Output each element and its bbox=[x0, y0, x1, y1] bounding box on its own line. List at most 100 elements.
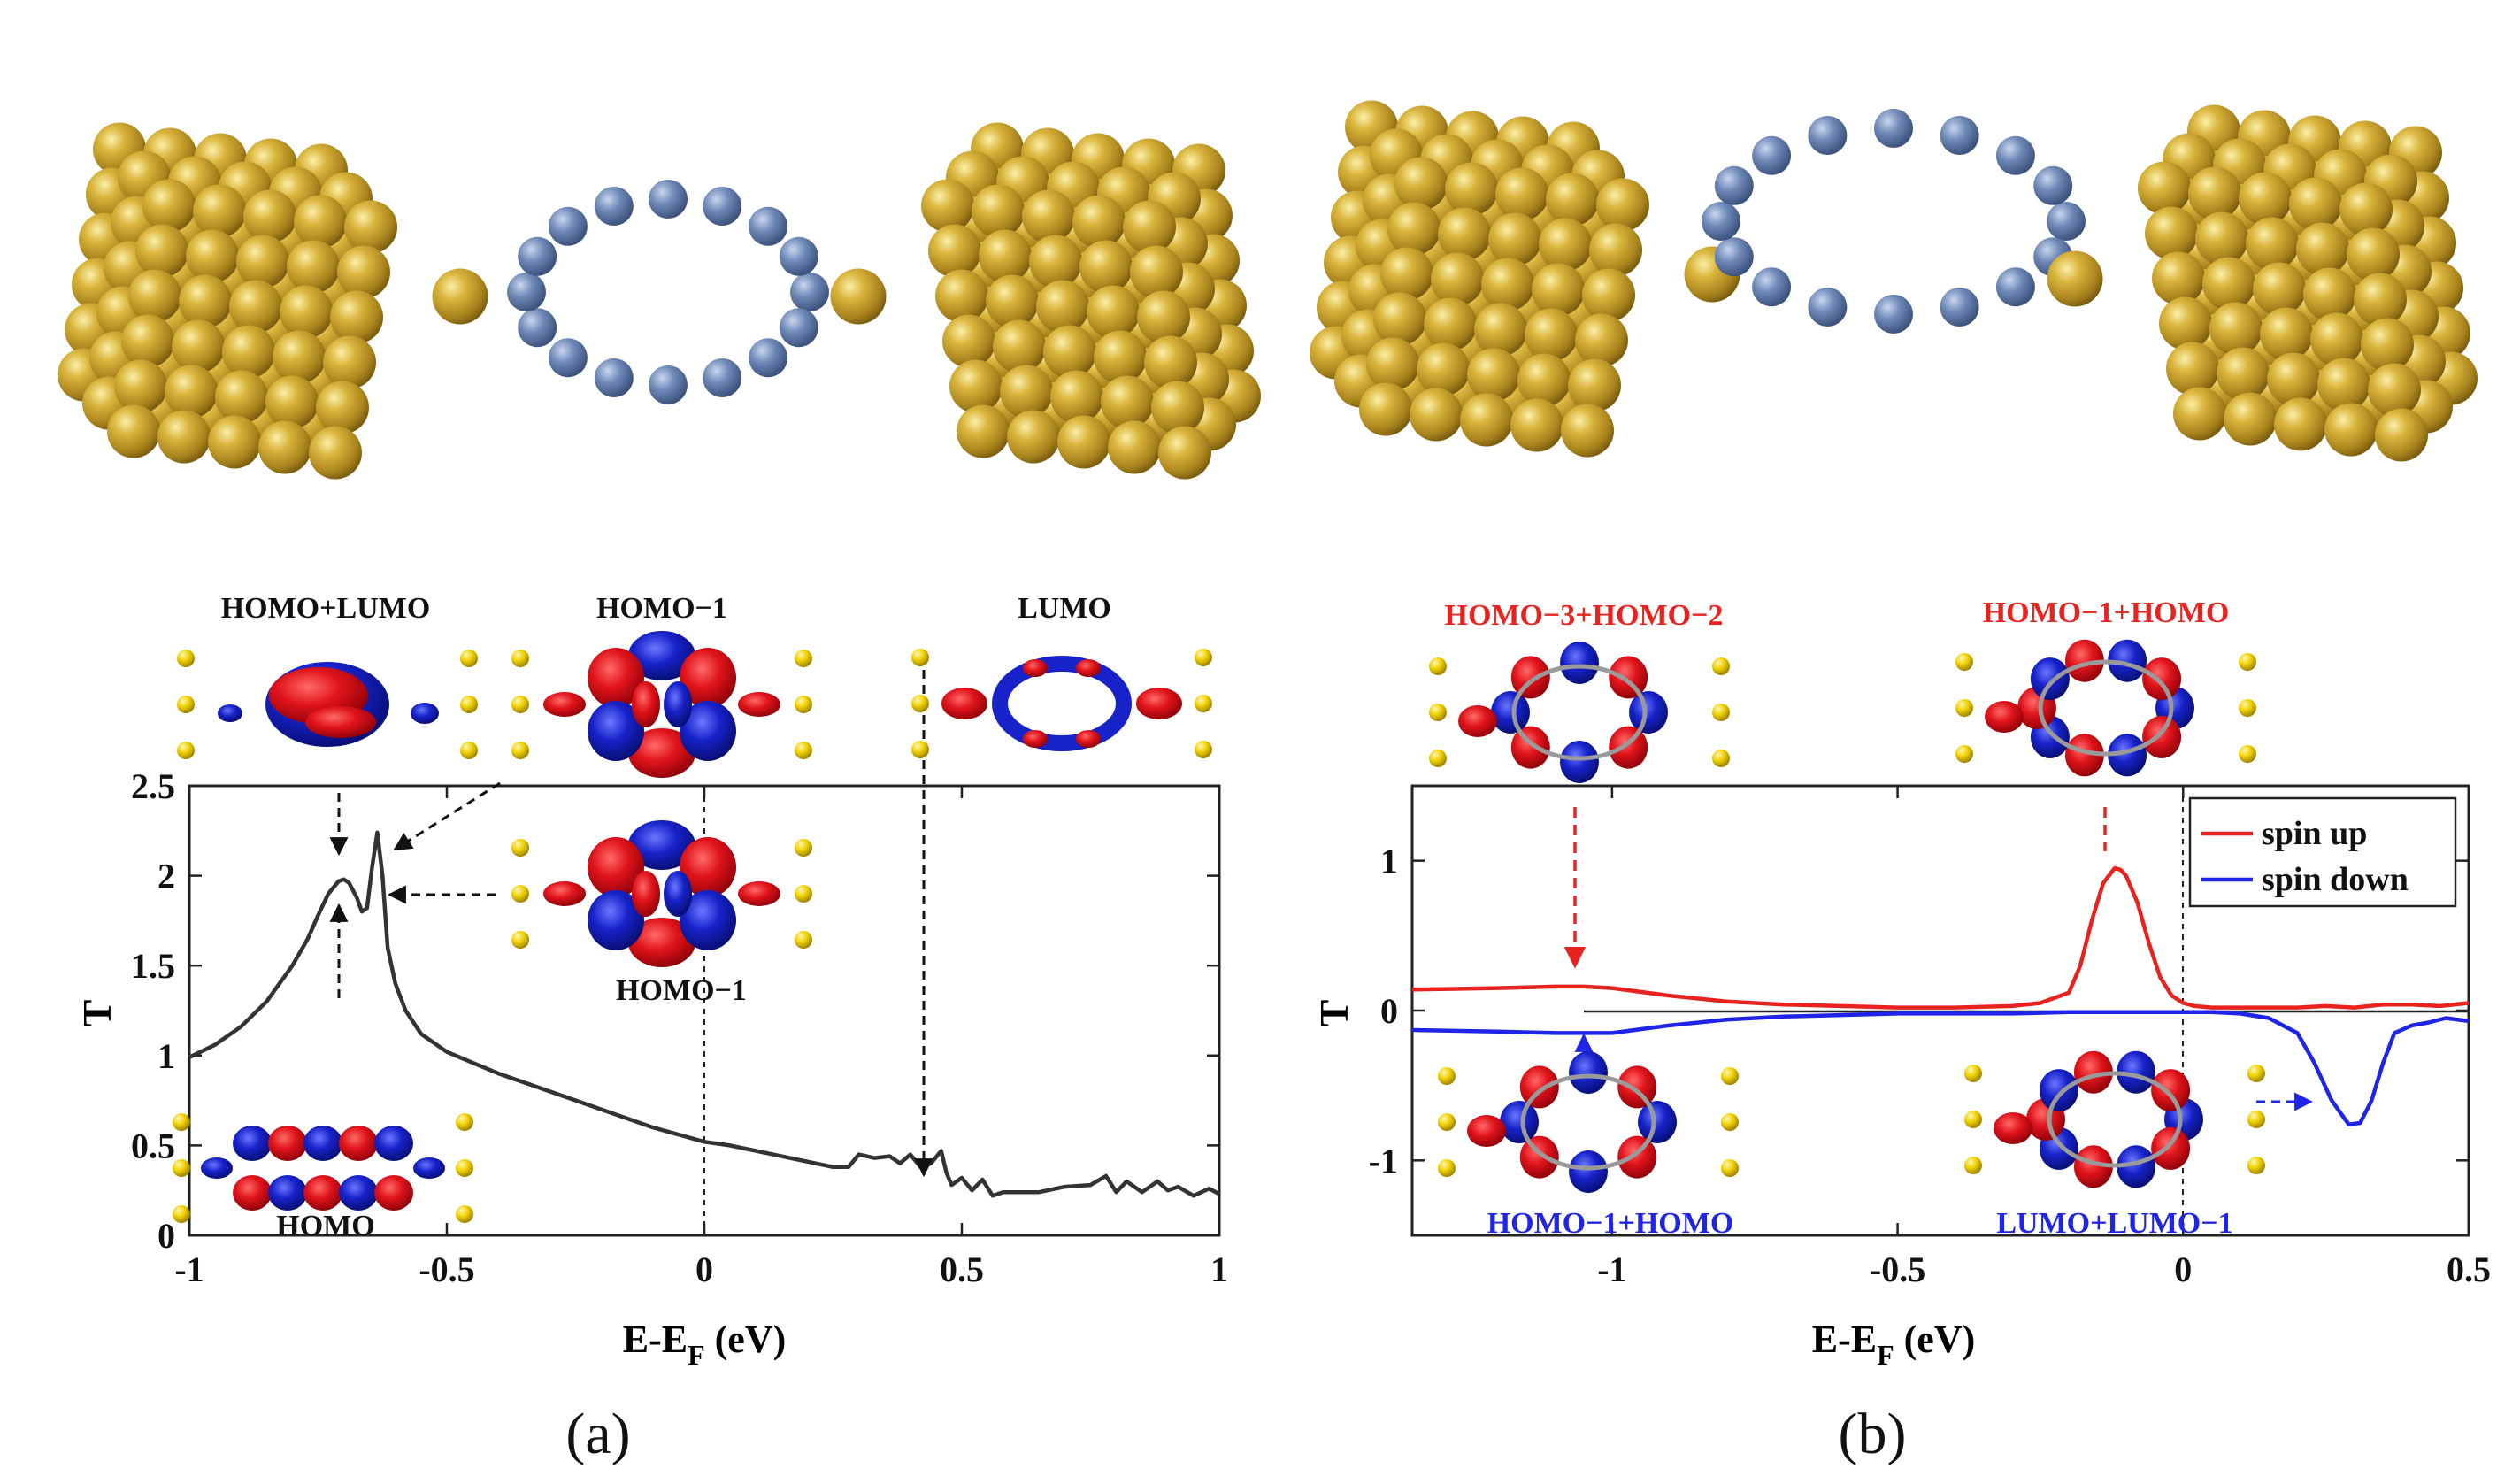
contact-atom bbox=[795, 742, 812, 759]
gold-atom bbox=[280, 285, 333, 339]
ring-atom bbox=[1752, 267, 1792, 307]
orbital-a-homo-lumo bbox=[177, 650, 478, 759]
gold-atom bbox=[1582, 268, 1635, 322]
orbital-lobe-red bbox=[374, 1175, 413, 1211]
x-tick-label: -1 bbox=[174, 1249, 204, 1289]
orbital-a-lumo bbox=[911, 649, 1212, 758]
gold-atom bbox=[1546, 173, 1599, 227]
gold-atom bbox=[2188, 166, 2241, 220]
contact-atom bbox=[1195, 649, 1212, 666]
orbital-lobe-blue bbox=[680, 890, 736, 950]
ring-atom bbox=[649, 180, 688, 219]
contact-atom bbox=[1429, 704, 1447, 721]
contact-atom bbox=[511, 839, 529, 857]
chart-b-series-spin-up bbox=[1411, 865, 2470, 1010]
gold-electrode-a-right bbox=[830, 122, 1261, 480]
ring-atom bbox=[1714, 165, 1754, 205]
contact-atom bbox=[1429, 750, 1447, 767]
contact-atom bbox=[2239, 745, 2256, 763]
contact-atom bbox=[460, 742, 478, 759]
orbital-backbone bbox=[1520, 1073, 1656, 1171]
gold-atom bbox=[172, 319, 225, 373]
ring-atom bbox=[1874, 295, 1913, 334]
orbital-lobe-red bbox=[543, 881, 586, 906]
ring-atom bbox=[790, 273, 829, 311]
gold-atom bbox=[2047, 250, 2103, 307]
label-a-homo: HOMO bbox=[276, 1210, 374, 1242]
ring-atom bbox=[749, 206, 788, 246]
orbital-lobe-red bbox=[2142, 657, 2182, 701]
contact-atom bbox=[1964, 1065, 1982, 1082]
gold-atom bbox=[344, 200, 397, 254]
ring-atom bbox=[779, 236, 818, 276]
gold-atom bbox=[193, 184, 246, 238]
gold-atom bbox=[142, 179, 196, 233]
y-tick-label: 1.5 bbox=[131, 946, 175, 986]
ring-atom bbox=[2033, 165, 2073, 205]
ring-atom bbox=[1808, 116, 1848, 155]
ring-atom bbox=[1752, 135, 1792, 175]
gold-atom bbox=[1481, 258, 1534, 311]
gold-atom bbox=[287, 240, 340, 294]
x-tick-label: 0 bbox=[2174, 1249, 2192, 1289]
orbital-b-lumo bbox=[1964, 1050, 2265, 1188]
gold-atom bbox=[2152, 251, 2205, 305]
gold-electrode-b-left bbox=[1310, 100, 1740, 458]
contact-atom bbox=[456, 1159, 473, 1177]
orbital-lobe-blue bbox=[374, 1126, 413, 1161]
contact-atom bbox=[177, 696, 195, 713]
gold-atom bbox=[330, 290, 383, 344]
y-tick-label: 0.5 bbox=[131, 1126, 175, 1165]
contact-atom bbox=[173, 1113, 190, 1131]
gold-atom bbox=[1101, 375, 1154, 429]
orbital-lobe-blue bbox=[1629, 691, 1668, 734]
ring-atom bbox=[1940, 116, 1979, 155]
orbital-lobe-blue bbox=[2117, 1050, 2156, 1094]
x-tick-label: 0 bbox=[695, 1249, 713, 1289]
contact-atom bbox=[1955, 653, 1973, 671]
chart-a-xlabel: E-EF (eV) bbox=[623, 1318, 787, 1371]
orbital-lobe-blue bbox=[664, 681, 692, 727]
gold-atom bbox=[1495, 167, 1548, 221]
panel-label-b: (b) bbox=[1839, 1402, 1907, 1466]
orbital-lobe-red bbox=[1510, 726, 1550, 769]
contact-atom bbox=[173, 1205, 190, 1223]
gold-atom bbox=[1043, 325, 1096, 379]
contact-atom bbox=[456, 1205, 473, 1223]
gold-electrode-a-left bbox=[58, 122, 488, 480]
orbital-lobe-red bbox=[1023, 659, 1048, 677]
ring-atom bbox=[649, 365, 688, 404]
x-tick-label: 0.5 bbox=[940, 1249, 984, 1289]
orbital-lobe-red bbox=[738, 692, 780, 717]
orbital-lobe-red bbox=[1617, 1065, 1657, 1109]
orbital-lobe-blue bbox=[303, 1126, 342, 1161]
contact-atom bbox=[1721, 1113, 1739, 1131]
gold-atom bbox=[1510, 398, 1563, 452]
chart-a-xlabel-unit: (eV) bbox=[705, 1318, 787, 1361]
orbital-lobe-blue bbox=[233, 1126, 272, 1161]
chart-a-xlabel-sub: F bbox=[688, 1339, 705, 1371]
contact-atom bbox=[177, 742, 195, 759]
gold-atom bbox=[2296, 222, 2349, 276]
ring-atom bbox=[749, 338, 788, 378]
gold-atom bbox=[432, 268, 488, 325]
x-tick-label: 1 bbox=[1210, 1249, 1228, 1289]
orbital-lobe-blue bbox=[1560, 741, 1599, 783]
orbital-b-homo1-red bbox=[1955, 639, 2256, 777]
x-tick-label: -1 bbox=[1597, 1249, 1626, 1289]
ring-atom bbox=[1940, 288, 1979, 327]
gold-atom bbox=[2354, 273, 2407, 327]
orbital-lobe-blue bbox=[2108, 734, 2147, 777]
orbital-lobe-blue bbox=[1500, 1101, 1539, 1143]
orbital-lobe-red bbox=[233, 1175, 272, 1211]
gold-atom bbox=[309, 426, 362, 480]
orbital-lobe-red bbox=[1519, 1065, 1559, 1109]
chart-a-y-ticks: 0 0.5 1 1.5 2 2.5 bbox=[131, 766, 1219, 1256]
chart-b-y-ticks: -1 0 1 bbox=[1369, 842, 2469, 1180]
gold-atom bbox=[273, 330, 326, 384]
gold-atom bbox=[2303, 267, 2356, 321]
gold-atom bbox=[942, 314, 995, 368]
orbital-lobe-blue bbox=[588, 701, 644, 761]
ring-atom bbox=[703, 358, 742, 397]
chart-b: -1 0 1 -1 -0.5 0 0.5 spin up spin down T E-EF… bbox=[1311, 596, 2491, 1371]
